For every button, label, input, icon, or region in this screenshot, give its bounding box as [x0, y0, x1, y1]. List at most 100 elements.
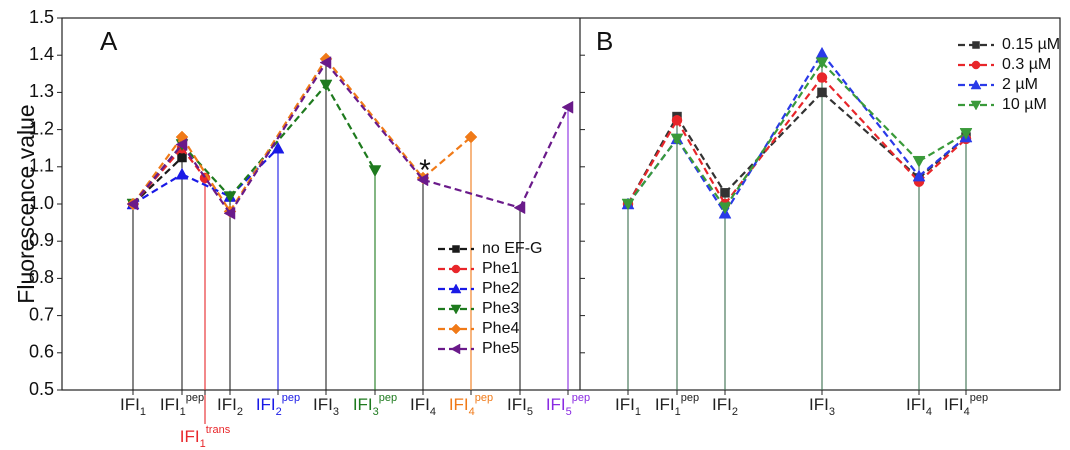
x-tick-label: IFI2 [712, 395, 738, 418]
x-tick-label: IFI2 [217, 395, 243, 418]
series-line [724, 62, 823, 209]
series-line [724, 76, 823, 205]
label-subscript: 1 [200, 438, 206, 450]
x-tick-label: IFI3pep [353, 392, 397, 418]
marker [670, 133, 684, 146]
marker [223, 206, 236, 220]
legend-label: 10 µM [1002, 96, 1047, 113]
marker [815, 57, 829, 70]
label-text: IFI [809, 395, 829, 414]
marker [452, 245, 460, 253]
label-text: IFI [546, 395, 566, 414]
legend-label: Phe3 [482, 300, 519, 317]
label-superscript: pep [282, 392, 300, 404]
legend-label: Phe4 [482, 320, 519, 337]
label-superscript: pep [475, 392, 493, 404]
y-axis-label: Fluorescence value [13, 104, 39, 303]
series-line [325, 58, 424, 179]
y-tick-label: 1.1 [29, 156, 54, 176]
y-tick-label: 0.7 [29, 304, 54, 324]
label-subscript: 5 [527, 406, 533, 418]
marker [175, 167, 189, 180]
label-superscript: pep [572, 392, 590, 404]
y-tick-label: 0.6 [29, 342, 54, 362]
x-tick-label: IFI3 [313, 395, 339, 418]
series-line [181, 136, 231, 213]
series-line [627, 138, 678, 205]
series-line [918, 136, 967, 179]
label-superscript: pep [970, 392, 988, 404]
marker [450, 343, 461, 355]
series-line [325, 84, 376, 172]
y-tick-label: 1.4 [29, 44, 54, 64]
x-tick-label: IFI5 [507, 395, 533, 418]
y-tick-label: 0.8 [29, 267, 54, 287]
series-line [229, 62, 327, 214]
label-text: IFI [120, 395, 140, 414]
plot-frame [61, 17, 1061, 391]
x-tick-label: IFI4 [906, 395, 932, 418]
label-subscript: 1 [180, 406, 186, 418]
marker [971, 60, 981, 70]
label-subscript: 3 [373, 406, 379, 418]
label-subscript: 2 [732, 406, 738, 418]
label-text: IFI [507, 395, 527, 414]
marker [718, 202, 732, 215]
label-subscript: 5 [566, 406, 572, 418]
panel-label: B [596, 26, 613, 56]
label-superscript: trans [206, 424, 231, 436]
label-text: IFI [217, 395, 237, 414]
series-line [676, 119, 726, 205]
label-text: IFI [449, 395, 469, 414]
series-line [181, 147, 206, 179]
legend-label: Phe5 [482, 340, 519, 357]
series-line [724, 91, 823, 194]
label-subscript: 2 [237, 406, 243, 418]
legend-label: Phe1 [482, 260, 519, 277]
marker [177, 152, 187, 163]
marker [815, 46, 829, 59]
x-tick-label: IFI3 [809, 395, 835, 418]
legend-label: no EF-G [482, 240, 542, 257]
legend-label: 0.15 µM [1002, 36, 1060, 53]
series-line [821, 52, 920, 177]
marker [912, 169, 926, 182]
label-subscript: 1 [140, 406, 146, 418]
marker [816, 72, 828, 83]
label-subscript: 1 [635, 406, 641, 418]
marker [319, 56, 332, 70]
series-line [422, 178, 521, 209]
panel-label: A [100, 26, 118, 56]
label-text: IFI [655, 395, 675, 414]
marker [621, 198, 635, 211]
series-line [132, 143, 183, 205]
marker [972, 41, 980, 49]
x-tick-label: IFI1 [615, 395, 641, 418]
marker [817, 87, 827, 98]
y-tick-label: 1.2 [29, 118, 54, 138]
label-text: IFI [906, 395, 926, 414]
label-subscript: 4 [469, 406, 475, 418]
x-tick-label: IFI1pep [655, 392, 699, 418]
marker [368, 165, 382, 178]
label-text: IFI [160, 395, 180, 414]
label-subscript: 4 [964, 406, 970, 418]
marker [970, 100, 982, 111]
label-text: IFI [256, 395, 276, 414]
series-line [918, 132, 967, 163]
label-subscript: 3 [333, 406, 339, 418]
marker [175, 138, 188, 151]
series-line [821, 91, 920, 179]
label-text: IFI [313, 395, 333, 414]
label-subscript: 1 [675, 406, 681, 418]
y-tick-label: 0.5 [29, 379, 54, 399]
marker [720, 188, 730, 198]
marker [271, 141, 285, 154]
x-tick-label: IFI1pep [160, 392, 204, 418]
label-superscript: pep [379, 392, 397, 404]
marker [450, 283, 462, 294]
marker [223, 191, 237, 204]
series-line [821, 76, 920, 183]
x-tick-label: IFI4pep [449, 392, 493, 418]
x-tick-label: IFI5pep [546, 392, 590, 418]
